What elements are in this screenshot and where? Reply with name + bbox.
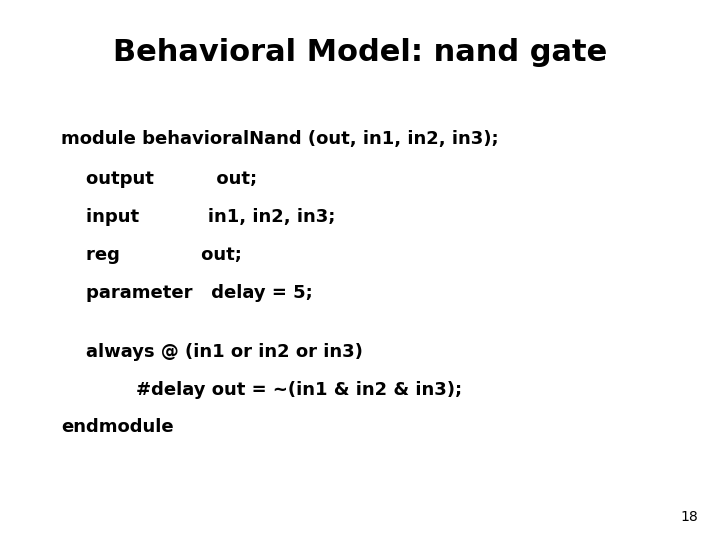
Text: Behavioral Model: nand gate: Behavioral Model: nand gate (113, 38, 607, 67)
Text: parameter   delay = 5;: parameter delay = 5; (61, 284, 313, 301)
Text: 18: 18 (680, 510, 698, 524)
Text: always @ (in1 or in2 or in3): always @ (in1 or in2 or in3) (61, 343, 363, 361)
Text: output          out;: output out; (61, 170, 257, 188)
Text: #delay out = ~(in1 & in2 & in3);: #delay out = ~(in1 & in2 & in3); (61, 381, 462, 399)
Text: endmodule: endmodule (61, 418, 174, 436)
Text: input           in1, in2, in3;: input in1, in2, in3; (61, 208, 336, 226)
Text: reg             out;: reg out; (61, 246, 242, 264)
Text: module behavioralNand (out, in1, in2, in3);: module behavioralNand (out, in1, in2, in… (61, 130, 499, 147)
